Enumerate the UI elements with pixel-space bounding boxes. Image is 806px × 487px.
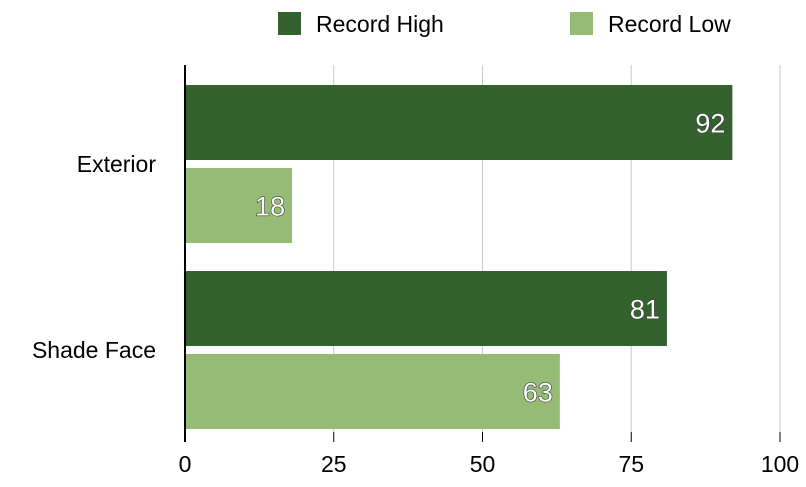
legend-swatch-record-low — [570, 12, 593, 35]
bars — [185, 85, 733, 429]
bar-record-low-shade-face — [185, 354, 560, 429]
bar-record-low-exterior — [185, 168, 293, 243]
legend-label: Record Low — [608, 11, 731, 37]
data-label: 92 — [695, 109, 725, 139]
x-tick-label: 100 — [761, 451, 799, 477]
data-label: 81 — [630, 295, 660, 325]
legend: Record High Record Low — [278, 11, 731, 37]
data-label: 18 — [255, 192, 285, 222]
x-tick-label: 0 — [179, 451, 192, 477]
x-tick-label: 50 — [470, 451, 496, 477]
data-label: 63 — [523, 378, 553, 408]
labels: 0 25 50 75 100 92 18 Exterior 81 63 Shade Face — [32, 108, 799, 477]
category-label: Shade Face — [32, 337, 156, 363]
axes — [184, 65, 781, 442]
x-tick-label: 75 — [618, 451, 644, 477]
category-label: Exterior — [77, 151, 157, 177]
legend-label: Record High — [316, 11, 444, 37]
bar-record-high-exterior — [185, 85, 733, 160]
legend-swatch-record-high — [278, 12, 301, 35]
x-tick-label: 25 — [321, 451, 347, 477]
bar-record-high-shade-face — [185, 271, 667, 346]
